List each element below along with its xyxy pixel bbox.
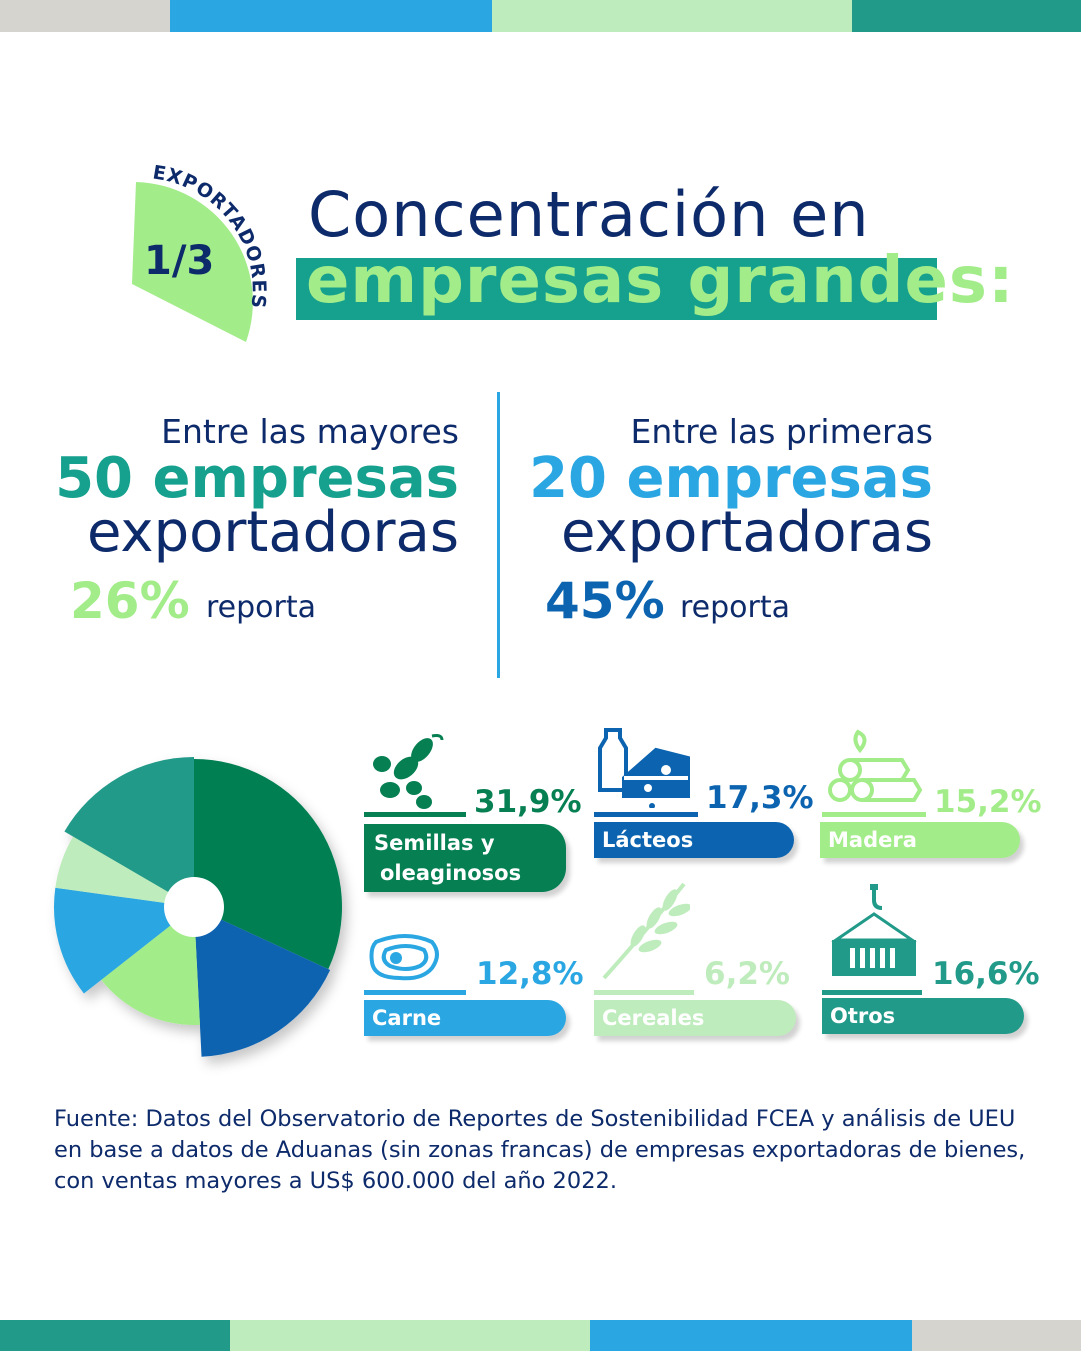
category-label: Madera xyxy=(828,828,917,852)
source-note: Fuente: Datos del Observatorio de Report… xyxy=(54,1106,1026,1194)
pie-slice-5 xyxy=(64,757,194,907)
bottom-bar-teal xyxy=(0,1320,230,1351)
category-pill xyxy=(822,998,1024,1034)
category-value: 12,8% xyxy=(476,956,584,992)
pie-slice-2 xyxy=(101,907,200,1025)
pie-slice-0 xyxy=(194,759,343,970)
category-value: 31,9% xyxy=(474,784,582,820)
category-pill xyxy=(364,1000,566,1036)
category-cereales: 6,2% Cereales xyxy=(594,878,814,1048)
top-bar-blue xyxy=(170,0,492,32)
category-label: Otros xyxy=(830,1004,896,1028)
top-bar-teal xyxy=(852,0,1081,32)
stats-divider xyxy=(497,392,500,678)
pie-slice-4 xyxy=(55,836,195,907)
category-label: Carne xyxy=(372,1006,442,1030)
category-value: 17,3% xyxy=(706,780,814,816)
wood-logs-icon xyxy=(828,729,923,802)
category-madera: 15,2% Madera xyxy=(820,728,1042,868)
category-line xyxy=(364,812,466,817)
stat-left-verb: reporta xyxy=(206,590,317,625)
page-title-line-1: Concentración en xyxy=(308,178,870,251)
exportadores-badge: EXPORTADORES 1/3 xyxy=(128,160,269,350)
pie-slice-3 xyxy=(54,887,195,994)
category-label: Cereales xyxy=(602,1006,705,1030)
stat-left-percent: 26% xyxy=(70,572,190,630)
category-line xyxy=(822,812,926,817)
bottom-bar-pale-green xyxy=(230,1320,590,1351)
category-label: Lácteos xyxy=(602,828,694,852)
stat-right-percent: 45% xyxy=(545,572,665,630)
category-lacteos: 17,3% Lácteos xyxy=(592,726,814,866)
pie-slice-1 xyxy=(194,907,331,1057)
shipping-container-icon xyxy=(831,884,917,976)
bottom-bar-grey xyxy=(912,1320,1081,1351)
top-bar-grey xyxy=(0,0,170,32)
page-title-line-2: empresas grandes: xyxy=(306,244,1015,318)
category-line xyxy=(594,812,698,817)
bottom-bar-blue xyxy=(590,1320,912,1351)
stat-right-verb: reporta xyxy=(680,590,791,625)
meat-steak-icon xyxy=(369,934,439,981)
milk-and-cheese-icon xyxy=(598,728,690,808)
category-otros: 16,6% Otros xyxy=(822,884,1042,1044)
stat-right-intro: Entre las primeras xyxy=(630,412,933,451)
title-highlight-box xyxy=(296,258,937,320)
category-label-line-2: oleaginosos xyxy=(380,861,522,885)
category-value: 15,2% xyxy=(934,784,1042,820)
category-line xyxy=(364,990,466,995)
top-bar-pale-green xyxy=(492,0,852,32)
stat-left-subject: exportadoras xyxy=(86,500,459,565)
category-value: 16,6% xyxy=(932,956,1040,992)
wheat-stalk-icon xyxy=(602,882,690,980)
stat-left-highlight: 50 empresas xyxy=(55,446,459,511)
pie-chart xyxy=(54,757,343,1057)
soybean-pod-icon xyxy=(373,734,444,809)
category-pill xyxy=(594,822,794,858)
category-pill xyxy=(594,1000,796,1036)
category-value: 6,2% xyxy=(704,956,790,992)
category-label-line-1: Semillas y xyxy=(374,831,495,855)
category-line xyxy=(822,990,922,995)
badge-number: 1/3 xyxy=(144,238,214,284)
category-pill xyxy=(364,824,566,892)
stat-right-subject: exportadoras xyxy=(560,500,933,565)
stat-right-highlight: 20 empresas xyxy=(529,446,933,511)
category-pill xyxy=(820,822,1020,858)
category-line xyxy=(594,990,694,995)
stat-left-intro: Entre las mayores xyxy=(161,412,459,451)
pie-center-hole xyxy=(164,877,224,937)
category-semillas: 31,9% Semillas y oleaginosos xyxy=(362,730,582,900)
category-carne: 12,8% Carne xyxy=(364,928,584,1048)
